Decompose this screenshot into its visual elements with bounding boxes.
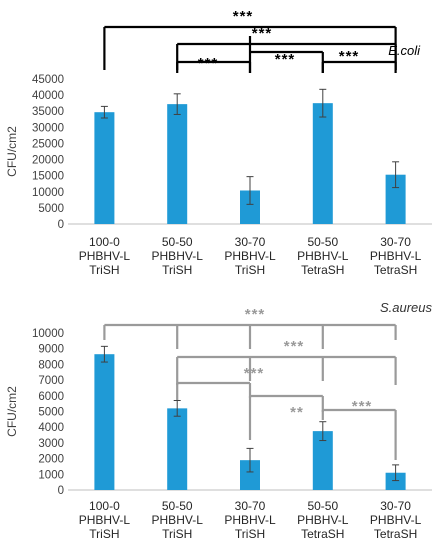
y-tick-label: 2000 <box>38 454 64 466</box>
x-tick-label: PHBHV-L <box>297 513 349 527</box>
x-tick-label: TetraSH <box>374 527 417 541</box>
x-tick-label: PHBHV-L <box>79 513 131 527</box>
y-tick-label: 10000 <box>32 328 64 340</box>
y-tick-label: 0 <box>58 485 64 497</box>
bar <box>240 190 260 224</box>
x-tick-label: 30-70 <box>235 499 266 513</box>
y-tick-label: 8000 <box>38 359 64 371</box>
x-tick-label: TriSH <box>89 527 119 541</box>
x-tick-label: 100-0 <box>89 499 120 513</box>
x-tick-label: 30-70 <box>380 499 411 513</box>
y-tick-label: 3000 <box>38 438 64 450</box>
y-tick-label: 30000 <box>32 122 64 134</box>
x-tick-label: PHBHV-L <box>224 249 276 263</box>
x-tick-label: PHBHV-L <box>152 513 204 527</box>
x-tick-label: 30-70 <box>235 235 266 249</box>
x-tick-label: 50-50 <box>162 235 193 249</box>
bar <box>385 472 406 490</box>
x-tick-label: 50-50 <box>307 235 338 249</box>
x-tick-label: 50-50 <box>162 499 193 513</box>
x-tick-label: TetraSH <box>301 263 344 277</box>
x-tick-label: TetraSH <box>374 263 417 277</box>
y-tick-label: 40000 <box>32 90 64 102</box>
x-tick-label: TetraSH <box>301 527 344 541</box>
y-tick-label: 5000 <box>38 407 64 419</box>
chart-title: S.aureus <box>380 300 433 315</box>
bar <box>94 354 115 490</box>
y-tick-label: 25000 <box>32 138 64 150</box>
significance-label: *** <box>198 55 219 72</box>
x-tick-label: TriSH <box>89 263 119 277</box>
x-tick-label: TriSH <box>235 263 265 277</box>
significance-label: *** <box>352 398 373 415</box>
significance-label: *** <box>284 338 305 355</box>
y-tick-label: 35000 <box>32 106 64 118</box>
y-tick-label: 4000 <box>38 422 64 434</box>
significance-label: *** <box>275 51 296 68</box>
y-tick-label: 5000 <box>38 203 64 215</box>
x-tick-label: 100-0 <box>89 235 120 249</box>
y-tick-label: 9000 <box>38 344 64 356</box>
significance-label: *** <box>233 8 254 25</box>
x-tick-label: TriSH <box>162 527 192 541</box>
x-tick-label: PHBHV-L <box>152 249 204 263</box>
x-tick-label: PHBHV-L <box>224 513 276 527</box>
y-tick-label: 10000 <box>32 187 64 199</box>
y-tick-label: 1000 <box>38 469 64 481</box>
ecoli-chart: E.coli CFU/cm2 0 5000 10000 15000 20000 25000 30… <box>5 8 432 277</box>
x-tick-label: PHBHV-L <box>370 249 422 263</box>
bar <box>312 431 333 490</box>
y-tick-label: 7000 <box>38 375 64 387</box>
x-tick-label: 50-50 <box>307 499 338 513</box>
bar <box>240 460 260 490</box>
y-tick-label: 6000 <box>38 391 64 403</box>
significance-label: *** <box>245 306 266 323</box>
x-tick-label: 30-70 <box>380 235 411 249</box>
y-tick-label: 0 <box>58 219 64 231</box>
x-tick-label: PHBHV-L <box>79 249 131 263</box>
y-axis-label: CFU/cm2 <box>5 386 19 437</box>
bar <box>312 103 333 224</box>
significance-label: ** <box>290 404 304 421</box>
x-tick-label: PHBHV-L <box>297 249 349 263</box>
bar <box>167 104 188 224</box>
chart-title: E.coli <box>388 43 421 58</box>
significance-label: *** <box>244 365 265 382</box>
bar <box>94 112 115 224</box>
significance-label: *** <box>339 48 360 65</box>
y-tick-label: 15000 <box>32 171 64 183</box>
significance-label: *** <box>252 25 273 42</box>
bar <box>385 174 406 224</box>
bar <box>167 408 188 490</box>
x-tick-label: TriSH <box>235 527 265 541</box>
y-axis-label: CFU/cm2 <box>5 126 19 177</box>
y-tick-label: 45000 <box>32 74 64 86</box>
y-tick-label: 20000 <box>32 155 64 167</box>
x-tick-label: PHBHV-L <box>370 513 422 527</box>
x-tick-label: TriSH <box>162 263 192 277</box>
saureus-chart: S.aureus CFU/cm2 0 1000 2000 3000 4000 5000 6000… <box>5 300 432 541</box>
